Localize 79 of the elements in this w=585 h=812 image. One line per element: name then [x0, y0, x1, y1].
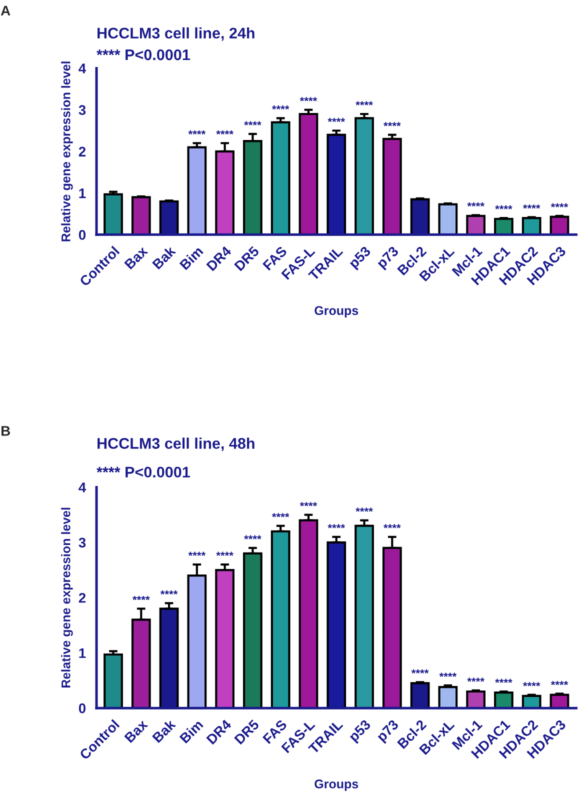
annotation: **** — [495, 678, 512, 683]
annotation: **** — [244, 121, 262, 126]
chart-subtitle: **** P<0.0001 — [96, 466, 190, 478]
x-tick-label: Bak — [152, 718, 176, 744]
bar — [494, 692, 514, 708]
annotation: **** — [550, 203, 568, 208]
x-tick-label: Bax — [124, 246, 148, 270]
bar — [466, 690, 486, 708]
annotation: **** — [356, 101, 373, 106]
bar — [270, 121, 290, 235]
bar — [522, 694, 542, 708]
chart-subtitle: **** P<0.0001 — [96, 49, 190, 60]
x-tick-label: Bim — [179, 246, 204, 270]
chart-title: HCCLM3 cell line, 48h — [98, 438, 254, 452]
y-tick-label: 0 — [78, 230, 86, 240]
annotation: **** — [160, 590, 178, 595]
bar — [550, 694, 570, 708]
y-axis-title: Relative gene expression level — [61, 508, 73, 688]
bar — [326, 541, 346, 708]
annotation: **** — [300, 502, 318, 506]
bar — [326, 134, 346, 235]
bar — [466, 214, 486, 235]
bar — [298, 519, 318, 708]
annotation: **** — [132, 596, 150, 600]
y-tick-label: 4 — [78, 64, 86, 74]
bar — [354, 117, 374, 235]
annotation: **** — [272, 105, 290, 110]
y-tick-label: 1 — [79, 648, 86, 658]
x-axis-title: Groups — [314, 306, 358, 318]
y-tick-label: 2 — [78, 146, 86, 156]
x-tick-label: Bim — [179, 719, 204, 744]
text: A — [0, 6, 10, 16]
annotation: **** — [550, 680, 568, 686]
annotation: **** — [522, 204, 540, 209]
annotation: **** — [272, 513, 290, 518]
bar — [187, 146, 207, 235]
y-tick-label: 2 — [78, 592, 86, 603]
bar — [522, 216, 542, 235]
annotation: **** — [216, 130, 234, 135]
annotation: **** — [439, 672, 457, 677]
annotation: **** — [356, 508, 373, 512]
bar — [215, 568, 235, 708]
bar — [104, 653, 123, 708]
x-axis-title: Groups — [314, 780, 358, 791]
annotation: **** — [522, 682, 540, 686]
y-tick-label: 3 — [78, 538, 86, 548]
bar — [438, 203, 458, 235]
annotation: **** — [384, 122, 401, 126]
bar — [243, 552, 262, 708]
bar — [550, 216, 570, 235]
bar — [104, 193, 123, 235]
annotation: **** — [216, 552, 234, 556]
annotation: **** — [188, 552, 206, 556]
bar — [270, 530, 290, 708]
annotation: **** — [328, 118, 346, 122]
y-tick-label: 1 — [79, 188, 86, 198]
y-axis-title: Relative gene expression level — [61, 62, 73, 242]
annotation: **** — [328, 524, 346, 528]
annotation: **** — [244, 535, 262, 540]
text: B — [2, 426, 10, 436]
y-tick-label: 3 — [78, 105, 86, 116]
annotation: **** — [411, 669, 429, 674]
annotation: **** — [188, 130, 206, 135]
annotation: **** — [495, 205, 512, 210]
bar — [298, 112, 318, 235]
bar — [438, 686, 458, 708]
x-tick-label: Bak — [152, 245, 176, 270]
chart-title: HCCLM3 cell line, 24h — [98, 27, 254, 41]
bar — [382, 138, 402, 235]
annotation: **** — [300, 97, 318, 102]
x-tick-label: Bax — [124, 718, 148, 744]
y-tick-label: 0 — [78, 703, 86, 714]
annotation: **** — [467, 678, 484, 682]
annotation: **** — [467, 202, 484, 207]
bar — [494, 218, 514, 235]
annotation: **** — [384, 524, 401, 528]
bar — [131, 196, 151, 235]
y-tick-label: 4 — [78, 482, 86, 492]
bar — [354, 524, 374, 708]
